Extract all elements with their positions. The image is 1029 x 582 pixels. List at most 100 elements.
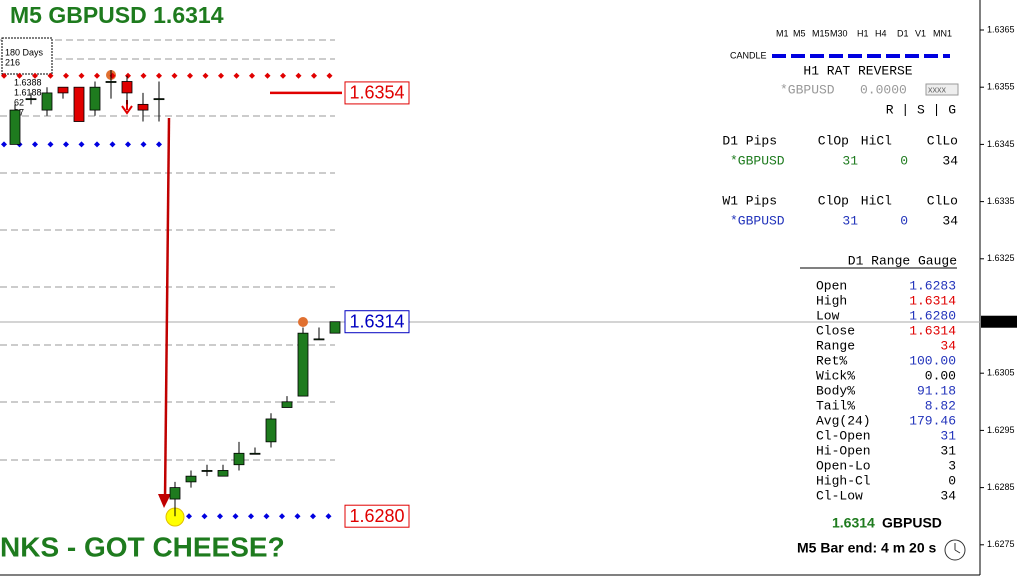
- level-dot: [156, 141, 162, 148]
- candle-body: [57, 86, 69, 94]
- timeframe: MN1: [933, 28, 952, 38]
- level-dot: [171, 72, 178, 79]
- gauge-value: 91.18: [917, 383, 956, 398]
- banner: NKS - GOT CHEESE?: [0, 531, 285, 562]
- clock-hands: [954, 543, 961, 554]
- candle-body: [137, 103, 149, 111]
- y-tick-label: 1.6345: [987, 139, 1015, 149]
- level-dot: [32, 141, 38, 148]
- gauge-label: Ret%: [816, 353, 847, 368]
- level-dot: [202, 72, 209, 79]
- info-box: [1, 37, 53, 75]
- level-dot: [187, 72, 193, 79]
- level-dot: [32, 72, 38, 79]
- level-dot: [325, 513, 332, 520]
- level-dot: [232, 513, 239, 520]
- box-text: 180 Days: [5, 47, 44, 57]
- candle-body: [249, 452, 261, 455]
- level-dot: [140, 72, 147, 79]
- gauge-label: High-Cl: [816, 473, 871, 488]
- gauge-value: 1.6283: [909, 278, 956, 293]
- gauge-label: Cl-Low: [816, 488, 863, 503]
- level-dot: [94, 141, 100, 148]
- candle-body: [121, 81, 133, 94]
- candle-body: [105, 81, 117, 83]
- rat-value: 0.0000: [860, 82, 907, 97]
- timeframe: V1: [915, 28, 926, 38]
- level-dot: [233, 72, 240, 79]
- gauge-label: Low: [816, 308, 840, 323]
- tiny-text: 1.6188: [14, 87, 42, 97]
- timeframe: M15: [812, 28, 830, 38]
- gauge-label: Open: [816, 278, 847, 293]
- level-dot: [47, 72, 54, 79]
- level-dot: [1, 72, 7, 79]
- level-dot: [264, 72, 271, 79]
- table-header: W1 Pips: [722, 193, 777, 208]
- box-text: 216: [5, 57, 20, 67]
- level-dot: [295, 72, 302, 79]
- level-label: 1.6280: [349, 506, 404, 526]
- candle-body: [265, 418, 277, 443]
- gauge-title: D1 Range Gauge: [848, 253, 957, 268]
- level-dot: [94, 72, 100, 79]
- gauge-value: 100.00: [909, 353, 956, 368]
- y-tick-label: 1.6295: [987, 425, 1015, 435]
- marker: [298, 317, 308, 327]
- y-tick-label: 1.6275: [987, 539, 1015, 549]
- gauge-value: 34: [940, 338, 956, 353]
- level-dot: [326, 72, 333, 79]
- level-dot: [279, 513, 285, 520]
- level-dot: [310, 513, 316, 520]
- bar-end: M5 Bar end: 4 m 20 s: [797, 540, 936, 556]
- table-cell: 31: [842, 213, 858, 228]
- gauge-label: Open-Lo: [816, 458, 871, 473]
- level-dot: [78, 141, 85, 148]
- candle-label: CANDLE: [730, 50, 767, 60]
- rat-title: H1 RAT REVERSE: [803, 63, 912, 78]
- candle-body: [25, 98, 37, 101]
- candle-body: [153, 98, 165, 101]
- level-dot: [280, 72, 286, 79]
- level-dot: [125, 141, 131, 148]
- level-dot: [140, 141, 147, 148]
- timeframe: M1: [776, 28, 789, 38]
- level-dot: [186, 513, 192, 520]
- timeframe: H1: [857, 28, 869, 38]
- candle-body: [233, 452, 245, 466]
- table-cell: 34: [942, 213, 958, 228]
- gauge-value: 179.46: [909, 413, 956, 428]
- level-dot: [109, 141, 116, 148]
- gauge-label: Close: [816, 323, 855, 338]
- level-dot: [63, 141, 69, 148]
- tiny-text: 62: [14, 97, 24, 107]
- rat-symbol: *GBPUSD: [780, 82, 835, 97]
- timeframe: M5: [793, 28, 806, 38]
- candle-body: [9, 109, 21, 145]
- candle-body: [313, 338, 325, 341]
- y-tick-label: 1.6305: [987, 368, 1015, 378]
- level-dot: [16, 72, 23, 79]
- timeframe: D1: [897, 28, 909, 38]
- candle-body: [329, 321, 341, 334]
- table-cell: 0: [900, 153, 908, 168]
- level-dot: [78, 72, 85, 79]
- gauge-label: Body%: [816, 383, 855, 398]
- candle-body: [201, 470, 213, 472]
- level-dot: [294, 513, 301, 520]
- table-header: D1 Pips: [722, 133, 777, 148]
- table-cell: *GBPUSD: [730, 213, 785, 228]
- gauge-value: 1.6314: [909, 323, 956, 338]
- arrow-head: [158, 494, 171, 508]
- level-dot: [156, 72, 162, 79]
- current-price-label: 1.6314: [984, 316, 1012, 326]
- level-dot: [218, 72, 224, 79]
- table-header: ClLo: [927, 133, 958, 148]
- gauge-value: 0: [948, 473, 956, 488]
- level-dot: [249, 72, 255, 79]
- footer-symbol: GBPUSD: [882, 515, 942, 531]
- candle-body: [281, 401, 293, 408]
- table-cell: *GBPUSD: [730, 153, 785, 168]
